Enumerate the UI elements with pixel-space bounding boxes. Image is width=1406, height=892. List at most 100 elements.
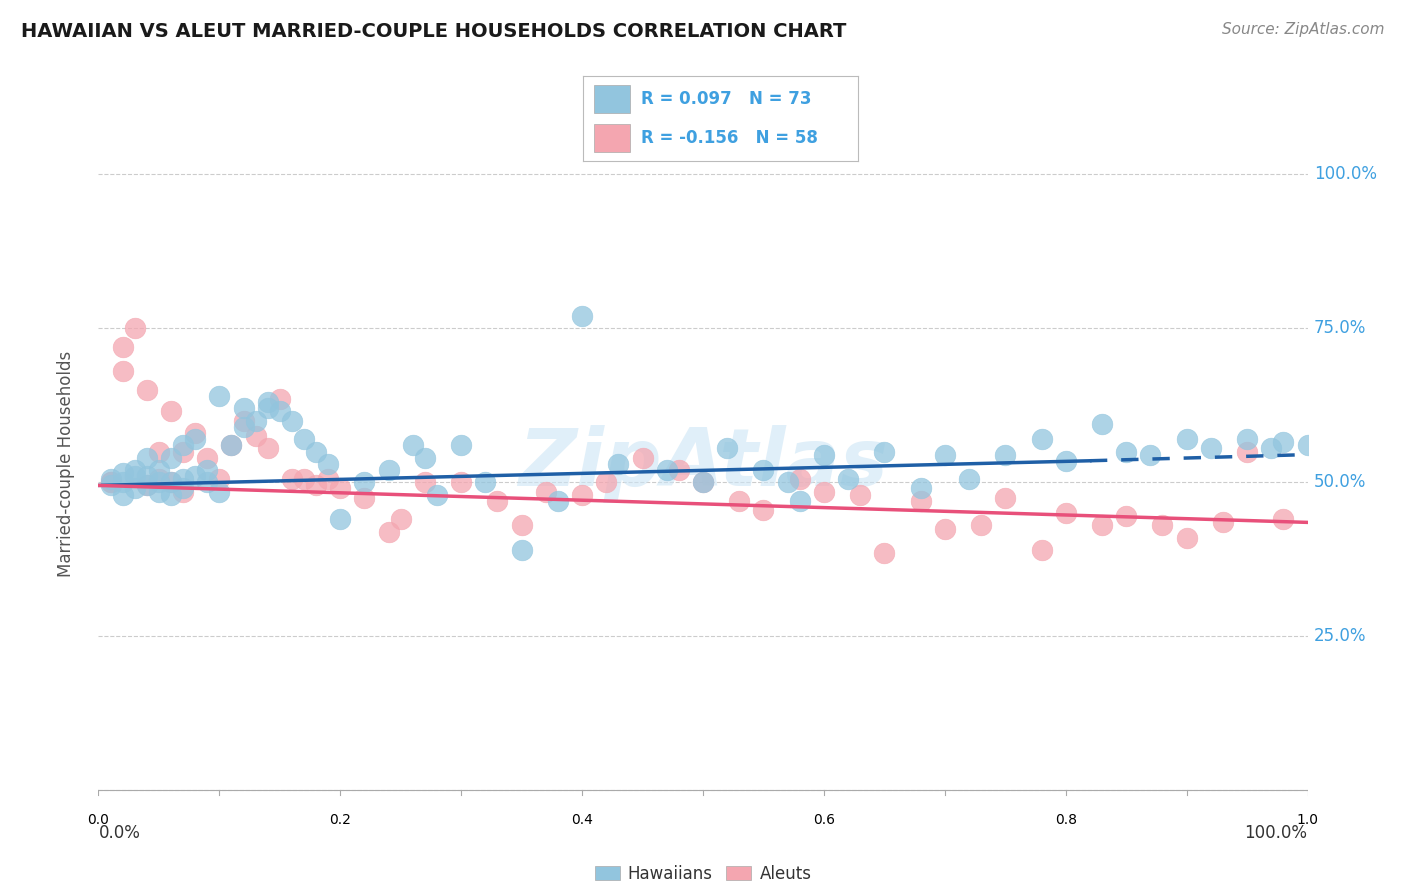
Point	[124, 321, 146, 335]
Point	[728, 493, 751, 508]
Point	[934, 448, 956, 462]
Point	[789, 493, 811, 508]
Point	[789, 472, 811, 486]
Point	[232, 401, 254, 416]
Point	[256, 442, 278, 456]
Point	[184, 469, 207, 483]
Point	[692, 475, 714, 490]
Point	[910, 482, 932, 496]
Point	[292, 472, 315, 486]
Point	[873, 444, 896, 458]
Point	[100, 475, 122, 490]
Text: R = -0.156   N = 58: R = -0.156 N = 58	[641, 129, 818, 147]
Text: 100.0%: 100.0%	[1313, 165, 1376, 183]
Point	[377, 463, 399, 477]
Point	[172, 472, 194, 486]
Point	[1175, 432, 1198, 446]
Point	[172, 438, 194, 452]
Point	[1212, 516, 1234, 530]
Point	[281, 414, 304, 428]
Y-axis label: Married-couple Households: Married-couple Households	[56, 351, 75, 577]
Point	[1296, 438, 1319, 452]
Point	[184, 432, 207, 446]
Point	[111, 466, 134, 480]
Point	[269, 392, 291, 406]
Point	[1115, 509, 1137, 524]
Point	[353, 491, 375, 505]
Point	[534, 484, 557, 499]
Point	[1236, 444, 1258, 458]
Point	[1139, 448, 1161, 462]
Point	[172, 444, 194, 458]
Point	[1031, 543, 1053, 558]
Point	[510, 543, 533, 558]
Point	[160, 488, 183, 502]
Point	[172, 484, 194, 499]
Point	[474, 475, 496, 490]
Point	[148, 472, 170, 486]
Point	[111, 364, 134, 378]
Point	[873, 546, 896, 560]
Point	[413, 450, 436, 465]
Point	[111, 475, 134, 490]
Point	[316, 457, 339, 471]
Point	[208, 484, 231, 499]
Point	[245, 414, 267, 428]
Point	[1272, 435, 1295, 450]
Point	[692, 475, 714, 490]
Point	[668, 463, 690, 477]
Point	[402, 438, 425, 452]
Point	[329, 482, 352, 496]
Bar	[595, 124, 630, 152]
Point	[1152, 518, 1174, 533]
Point	[1054, 454, 1077, 468]
Point	[208, 472, 231, 486]
Text: 25.0%: 25.0%	[1313, 627, 1367, 646]
Point	[124, 469, 146, 483]
Point	[148, 463, 170, 477]
Point	[135, 478, 157, 492]
Point	[160, 404, 183, 418]
Text: R = 0.097   N = 73: R = 0.097 N = 73	[641, 90, 811, 108]
Text: HAWAIIAN VS ALEUT MARRIED-COUPLE HOUSEHOLDS CORRELATION CHART: HAWAIIAN VS ALEUT MARRIED-COUPLE HOUSEHO…	[21, 22, 846, 41]
Point	[172, 482, 194, 496]
Text: 0.0%: 0.0%	[98, 824, 141, 842]
Point	[1175, 531, 1198, 545]
Text: Source: ZipAtlas.com: Source: ZipAtlas.com	[1222, 22, 1385, 37]
Point	[776, 475, 799, 490]
Point	[148, 475, 170, 490]
Point	[1091, 518, 1114, 533]
Text: ZipAtlas: ZipAtlas	[517, 425, 889, 503]
Point	[195, 463, 218, 477]
Point	[813, 484, 835, 499]
Point	[837, 472, 859, 486]
Point	[232, 414, 254, 428]
Point	[752, 503, 775, 517]
Point	[547, 493, 569, 508]
Point	[100, 475, 122, 490]
Point	[607, 457, 630, 471]
Point	[195, 475, 218, 490]
Point	[413, 475, 436, 490]
Point	[631, 450, 654, 465]
Point	[100, 478, 122, 492]
Point	[135, 383, 157, 397]
Point	[1115, 444, 1137, 458]
Point	[1199, 442, 1222, 456]
Point	[160, 450, 183, 465]
Point	[813, 448, 835, 462]
Point	[910, 493, 932, 508]
Text: 75.0%: 75.0%	[1313, 319, 1367, 337]
Point	[450, 475, 472, 490]
Point	[184, 425, 207, 440]
Point	[1091, 417, 1114, 431]
Point	[1260, 442, 1282, 456]
Point	[571, 309, 593, 323]
Point	[160, 475, 183, 490]
Text: 50.0%: 50.0%	[1313, 474, 1367, 491]
Point	[256, 401, 278, 416]
Point	[316, 472, 339, 486]
Point	[292, 432, 315, 446]
Point	[329, 512, 352, 526]
Point	[135, 478, 157, 492]
